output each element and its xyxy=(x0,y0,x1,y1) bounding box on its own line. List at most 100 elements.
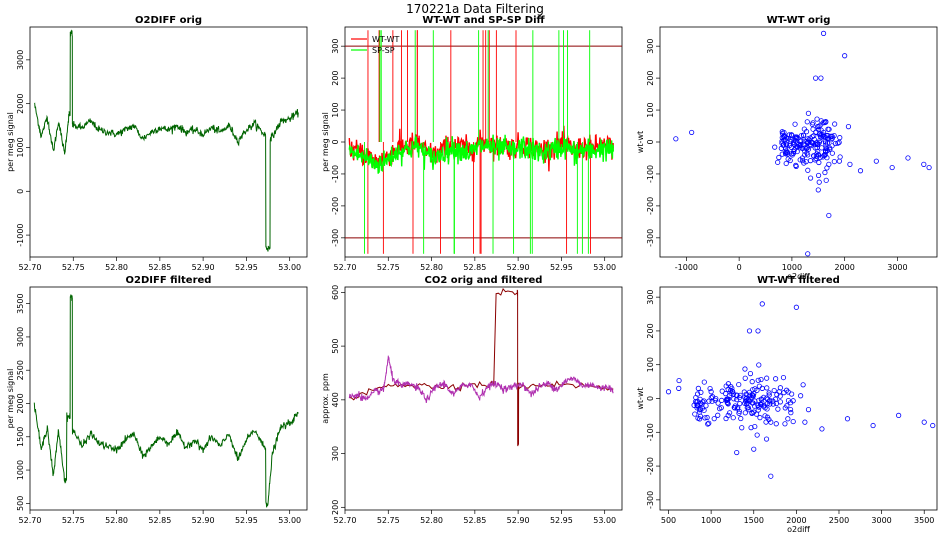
data-point xyxy=(807,175,814,181)
data-point xyxy=(805,167,811,173)
y-tick-label: 500 xyxy=(16,496,25,511)
x-tick-label: 52.80 xyxy=(105,516,128,525)
x-tick-label: 0 xyxy=(737,263,742,272)
data-point xyxy=(802,419,808,425)
y-axis-label: per meg signal xyxy=(6,112,15,172)
data-point xyxy=(819,145,825,151)
panel-p4: O2DIFF filtered 52.70 52.75 52.80 52.85 52.90… xyxy=(6,275,308,525)
y-tick-label: -200 xyxy=(331,197,340,215)
data-point xyxy=(749,410,755,416)
data-point xyxy=(749,379,755,385)
data-point xyxy=(763,419,769,425)
data-point xyxy=(801,160,807,166)
data-point xyxy=(701,379,707,385)
x-tick-label: 52.75 xyxy=(377,516,400,525)
data-point xyxy=(800,158,806,164)
data-point xyxy=(782,133,788,140)
data-point xyxy=(750,400,756,406)
data-point xyxy=(788,132,795,138)
data-point xyxy=(801,132,807,139)
data-point xyxy=(708,389,714,395)
data-point xyxy=(788,137,794,143)
data-point xyxy=(715,412,721,418)
data-point xyxy=(725,386,731,392)
y-tick-label: 200 xyxy=(331,70,340,85)
data-point xyxy=(845,124,852,130)
data-point xyxy=(820,120,826,126)
plot-frame xyxy=(659,286,938,511)
y-tick-label: 0 xyxy=(646,396,655,401)
data-point xyxy=(775,159,781,165)
plot-frame xyxy=(29,26,308,258)
series-line-0 xyxy=(349,288,614,447)
data-point xyxy=(737,392,743,398)
y-tick-label: 3000 xyxy=(16,50,25,70)
data-point xyxy=(809,121,815,127)
data-point xyxy=(805,139,811,146)
data-point xyxy=(764,385,770,391)
data-point xyxy=(905,155,911,161)
y-tick-label: 100 xyxy=(646,102,655,117)
data-point xyxy=(756,383,762,389)
data-point xyxy=(816,123,822,129)
data-point xyxy=(705,421,711,427)
data-point xyxy=(697,406,703,412)
y-tick-label: -200 xyxy=(646,457,655,475)
data-point xyxy=(786,142,793,149)
data-point xyxy=(727,410,733,416)
data-point xyxy=(772,144,778,150)
x-tick-label: 52.85 xyxy=(148,263,171,272)
data-point xyxy=(702,415,708,421)
x-tick-label: 500 xyxy=(661,516,676,525)
y-axis-label: per meg signal xyxy=(321,112,330,172)
data-point xyxy=(767,401,773,407)
data-point xyxy=(676,385,682,391)
data-point xyxy=(748,425,754,431)
data-point xyxy=(734,449,740,456)
data-point xyxy=(725,401,731,407)
x-tick-label: 52.70 xyxy=(334,516,357,525)
data-point xyxy=(844,416,851,422)
y-tick-label: 300 xyxy=(646,39,655,54)
data-point xyxy=(829,150,835,156)
y-tick-label: 0 xyxy=(16,189,25,194)
data-point xyxy=(748,395,754,401)
y-tick-label: 300 xyxy=(331,446,340,461)
data-point xyxy=(889,164,895,171)
x-tick-label: 1000 xyxy=(782,263,802,272)
y-tick-label: 100 xyxy=(331,102,340,117)
data-point xyxy=(776,154,782,161)
panel-title: WT-WT filtered xyxy=(757,275,840,286)
data-point xyxy=(746,407,752,413)
data-group xyxy=(348,288,614,447)
data-point xyxy=(790,418,796,425)
data-point xyxy=(781,390,787,396)
x-tick-label: 53.00 xyxy=(278,263,301,272)
data-point xyxy=(815,187,821,193)
x-tick-label: 3500 xyxy=(914,516,934,525)
x-axis-label: o2diff xyxy=(787,525,810,534)
y-tick-label: -100 xyxy=(331,165,340,183)
data-point xyxy=(694,402,700,408)
data-point xyxy=(751,446,757,452)
x-tick-label: 52.70 xyxy=(19,263,42,272)
x-tick-label: 52.80 xyxy=(420,263,443,272)
x-tick-label: 52.95 xyxy=(550,263,573,272)
data-point xyxy=(794,134,800,140)
y-tick-label: 3500 xyxy=(16,293,25,313)
data-point xyxy=(747,371,754,377)
data-point xyxy=(794,144,800,150)
data-point xyxy=(798,393,804,399)
x-tick-label: 52.85 xyxy=(463,516,486,525)
data-point xyxy=(689,129,695,136)
series-line-sp-sp xyxy=(348,134,614,174)
data-point xyxy=(785,416,791,422)
data-point xyxy=(823,133,830,139)
legend-label: SP-SP xyxy=(372,46,395,55)
data-point xyxy=(706,420,712,426)
data-group xyxy=(33,294,299,508)
x-tick-label: 1000 xyxy=(701,516,721,525)
data-point xyxy=(779,151,785,157)
data-point xyxy=(921,419,927,425)
